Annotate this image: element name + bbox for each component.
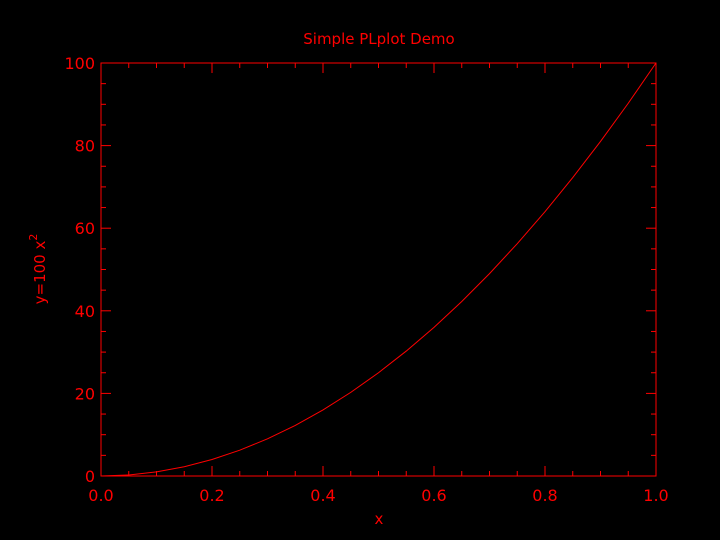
plot-frame: [100, 62, 657, 477]
y-axis-label-superscript: 2: [27, 234, 40, 241]
y-tick-label: 80: [75, 137, 95, 156]
x-tick-labels: 0.0 0.2 0.4 0.6 0.8 1.0: [88, 486, 668, 505]
y-tick-label: 100: [64, 54, 95, 73]
x-tick-label: 0.0: [88, 486, 113, 505]
x-axis-label: x: [375, 510, 384, 528]
y-tick-label: 0: [85, 467, 95, 486]
y-tick-label: 60: [75, 219, 95, 238]
y-tick-labels: 0 20 40 60 80 100: [64, 54, 95, 486]
x-tick-label: 0.2: [199, 486, 224, 505]
series-line-curve: [100, 62, 657, 477]
x-tick-label: 1.0: [643, 486, 668, 505]
y-axis-label: y=100 x2: [27, 234, 49, 305]
x-tick-label: 0.6: [421, 486, 446, 505]
x-tick-label: 0.4: [310, 486, 335, 505]
x-tick-label: 0.8: [532, 486, 557, 505]
y-axis-label-text: y=100 x: [31, 241, 49, 305]
y-tick-label: 40: [75, 302, 95, 321]
chart-title: Simple PLplot Demo: [303, 30, 454, 48]
y-tick-label: 20: [75, 384, 95, 403]
